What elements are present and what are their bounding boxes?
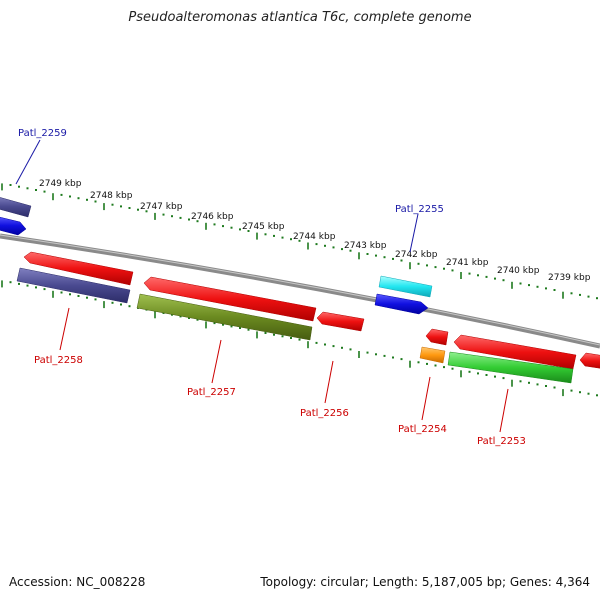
genome-backbone-highlight xyxy=(0,234,600,346)
kbp-label: 2742 kbp xyxy=(395,250,438,260)
kbp-label: 2744 kbp xyxy=(293,232,336,242)
gene-red-far-right[interactable] xyxy=(579,352,600,369)
gene-patl-2257[interactable] xyxy=(136,293,313,341)
kbp-label: 2746 kbp xyxy=(191,212,234,222)
gene-label-patl-2253: Patl_2253 xyxy=(477,436,526,447)
gene-blue-2255-adjacent[interactable] xyxy=(374,293,429,315)
gene-red-center[interactable] xyxy=(143,276,317,322)
gene-patl-2256[interactable] xyxy=(316,311,365,332)
genome-backbone xyxy=(0,233,600,349)
kbp-label: 2748 kbp xyxy=(90,191,133,201)
kbp-label: 2740 kbp xyxy=(497,266,540,276)
inner-tick-ring xyxy=(1,280,598,397)
gene-label-patl-2255: Patl_2255 xyxy=(395,204,444,215)
kbp-label: 2739 kbp xyxy=(548,273,591,283)
kbp-label: 2741 kbp xyxy=(446,258,489,268)
gene-red-right[interactable] xyxy=(453,334,577,370)
kbp-label: 2743 kbp xyxy=(344,241,387,251)
gene-patl-2253[interactable] xyxy=(447,351,574,384)
label-leaders xyxy=(15,139,509,433)
gene-label-patl-2257: Patl_2257 xyxy=(187,387,236,398)
gene-label-patl-2258: Patl_2258 xyxy=(34,355,83,366)
gene-patl-2259[interactable] xyxy=(0,196,32,218)
kbp-labels: 2749 kbp 2748 kbp 2747 kbp 2746 kbp 2745… xyxy=(39,179,591,283)
gene-blue-left[interactable] xyxy=(0,216,27,236)
gene-red-upper-left[interactable] xyxy=(23,251,134,286)
gene-label-patl-2254: Patl_2254 xyxy=(398,424,447,435)
kbp-label: 2745 kbp xyxy=(242,222,285,232)
topology-label: Topology: circular; Length: 5,187,005 bp… xyxy=(260,575,590,589)
kbp-label: 2749 kbp xyxy=(39,179,82,189)
accession-label: Accession: NC_008228 xyxy=(9,575,146,589)
gene-patl-2258[interactable] xyxy=(16,267,131,304)
kbp-label: 2747 kbp xyxy=(140,202,183,212)
map-title: Pseudoalteromonas atlantica T6c, complet… xyxy=(128,10,472,25)
gene-label-patl-2256: Patl_2256 xyxy=(300,408,349,419)
gene-label-patl-2259: Patl_2259 xyxy=(18,128,67,139)
gene-red-small[interactable] xyxy=(425,328,449,346)
outer-tick-ring xyxy=(1,183,598,300)
gene-patl-2255[interactable] xyxy=(378,275,433,298)
gene-patl-2254[interactable] xyxy=(419,346,446,364)
gene-labels: Patl_2259 Patl_2255 Patl_2258 Patl_2257 … xyxy=(18,128,526,447)
